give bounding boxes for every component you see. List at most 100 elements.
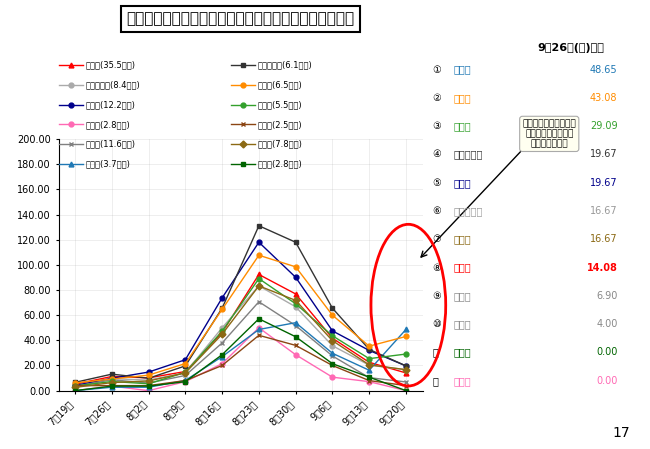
Text: 0.00: 0.00 (596, 376, 618, 386)
Line: 大和郡山市(8.4万人): 大和郡山市(8.4万人) (73, 283, 408, 388)
Text: ⑧: ⑧ (432, 263, 441, 273)
Line: 桜井市(5.5万人): 桜井市(5.5万人) (73, 276, 408, 388)
Text: 橿原市: 橿原市 (454, 178, 471, 188)
生駒市(11.6万人) (145, 380, 153, 386)
天理市(6.5万人) (145, 373, 153, 378)
Text: 48.65: 48.65 (590, 65, 618, 75)
宇陀市(2.8万人) (108, 383, 116, 389)
Line: 天理市(6.5万人): 天理市(6.5万人) (73, 253, 408, 385)
奈良市(35.5万人) (71, 382, 79, 387)
Text: 葛城市: 葛城市 (454, 65, 471, 75)
Line: 葛城市(3.7万人): 葛城市(3.7万人) (73, 320, 408, 393)
Text: 生駒市: 生駒市 (454, 291, 471, 301)
五條市(2.8万人) (255, 325, 263, 330)
桜井市(5.5万人) (108, 379, 116, 384)
Text: 生駒市(11.6万人): 生駒市(11.6万人) (86, 140, 136, 149)
宇陀市(2.8万人) (145, 383, 153, 389)
桜井市(5.5万人) (255, 276, 263, 282)
Text: 大和郡山市(8.4万人): 大和郡山市(8.4万人) (86, 80, 140, 89)
奈良市(35.5万人) (292, 291, 300, 297)
五條市(2.8万人) (292, 352, 300, 357)
桜井市(5.5万人) (365, 356, 373, 361)
五條市(2.8万人) (108, 383, 116, 389)
五條市(2.8万人) (181, 379, 189, 384)
大和高田市(6.1万人) (255, 223, 263, 229)
生駒市(11.6万人) (292, 323, 300, 328)
宇陀市(2.8万人) (292, 334, 300, 339)
Text: ③: ③ (432, 121, 441, 131)
大和高田市(6.1万人) (218, 305, 226, 311)
葛城市(3.7万人) (402, 327, 410, 332)
大和郡山市(8.4万人) (292, 304, 300, 309)
御所市(2.5万人) (181, 378, 189, 383)
Text: ⑦: ⑦ (432, 234, 441, 244)
御所市(2.5万人) (218, 363, 226, 368)
桜井市(5.5万人) (292, 301, 300, 307)
Text: 香芝市(7.8万人): 香芝市(7.8万人) (258, 140, 303, 149)
桜井市(5.5万人) (71, 383, 79, 389)
Text: ④: ④ (432, 150, 441, 159)
Line: 橿原市(12.2万人): 橿原市(12.2万人) (73, 240, 408, 388)
Text: 宇陀市(2.8万人): 宇陀市(2.8万人) (258, 159, 303, 168)
Text: 葛城市(3.7万人): 葛城市(3.7万人) (86, 159, 131, 168)
Text: 大和高田市: 大和高田市 (454, 150, 483, 159)
Text: 大和高田市(6.1万人): 大和高田市(6.1万人) (258, 61, 313, 70)
Text: 奈良市: 奈良市 (454, 263, 471, 273)
橿原市(12.2万人) (402, 363, 410, 369)
香芝市(7.8万人) (71, 385, 79, 390)
生駒市(11.6万人) (108, 377, 116, 383)
奈良市(35.5万人) (255, 272, 263, 277)
香芝市(7.8万人) (402, 367, 410, 372)
Text: 29.09: 29.09 (590, 121, 618, 131)
御所市(2.5万人) (71, 383, 79, 388)
生駒市(11.6万人) (181, 373, 189, 378)
香芝市(7.8万人) (218, 331, 226, 337)
大和高田市(6.1万人) (108, 371, 116, 377)
Text: ⑨: ⑨ (432, 291, 441, 301)
Text: 16.67: 16.67 (590, 234, 618, 244)
Text: 社会福祉施設における
クラスター事案発生
（奈良県発表）: 社会福祉施設における クラスター事案発生 （奈良県発表） (523, 119, 576, 149)
生駒市(11.6万人) (365, 375, 373, 380)
天理市(6.5万人) (402, 334, 410, 339)
Text: 19.67: 19.67 (590, 150, 618, 159)
大和郡山市(8.4万人) (145, 378, 153, 383)
Text: 桜井市(5.5万人): 桜井市(5.5万人) (258, 100, 303, 109)
五條市(2.8万人) (402, 388, 410, 393)
宇陀市(2.8万人) (71, 388, 79, 393)
生駒市(11.6万人) (218, 340, 226, 346)
宇陀市(2.8万人) (328, 361, 336, 366)
香芝市(7.8万人) (328, 338, 336, 343)
葛城市(3.7万人) (218, 354, 226, 359)
生駒市(11.6万人) (402, 379, 410, 385)
天理市(6.5万人) (255, 252, 263, 258)
奈良市(35.5万人) (181, 369, 189, 374)
五條市(2.8万人) (328, 374, 336, 380)
Text: 天理市(6.5万人): 天理市(6.5万人) (258, 80, 303, 89)
五條市(2.8万人) (365, 379, 373, 384)
Line: 宇陀市(2.8万人): 宇陀市(2.8万人) (73, 317, 408, 393)
大和郡山市(8.4万人) (181, 370, 189, 375)
御所市(2.5万人) (365, 378, 373, 383)
Text: 6.90: 6.90 (596, 291, 618, 301)
Text: 桜井市: 桜井市 (454, 121, 471, 131)
大和郡山市(8.4万人) (108, 376, 116, 381)
桜井市(5.5万人) (402, 352, 410, 357)
大和高田市(6.1万人) (328, 305, 336, 311)
橿原市(12.2万人) (328, 328, 336, 334)
橿原市(12.2万人) (145, 370, 153, 375)
奈良市(35.5万人) (108, 374, 116, 379)
奈良市(35.5万人) (145, 375, 153, 381)
Line: 御所市(2.5万人): 御所市(2.5万人) (73, 333, 408, 388)
桜井市(5.5万人) (328, 333, 336, 339)
宇陀市(2.8万人) (181, 379, 189, 384)
橿原市(12.2万人) (108, 375, 116, 381)
五條市(2.8万人) (218, 361, 226, 366)
Text: 0.00: 0.00 (596, 348, 618, 357)
大和郡山市(8.4万人) (71, 383, 79, 389)
大和高田市(6.1万人) (145, 375, 153, 381)
Text: 天理市: 天理市 (454, 93, 471, 103)
大和郡山市(8.4万人) (218, 325, 226, 330)
Line: 奈良市(35.5万人): 奈良市(35.5万人) (73, 272, 408, 387)
Line: 大和高田市(6.1万人): 大和高田市(6.1万人) (73, 223, 408, 385)
Text: 19.67: 19.67 (590, 178, 618, 188)
